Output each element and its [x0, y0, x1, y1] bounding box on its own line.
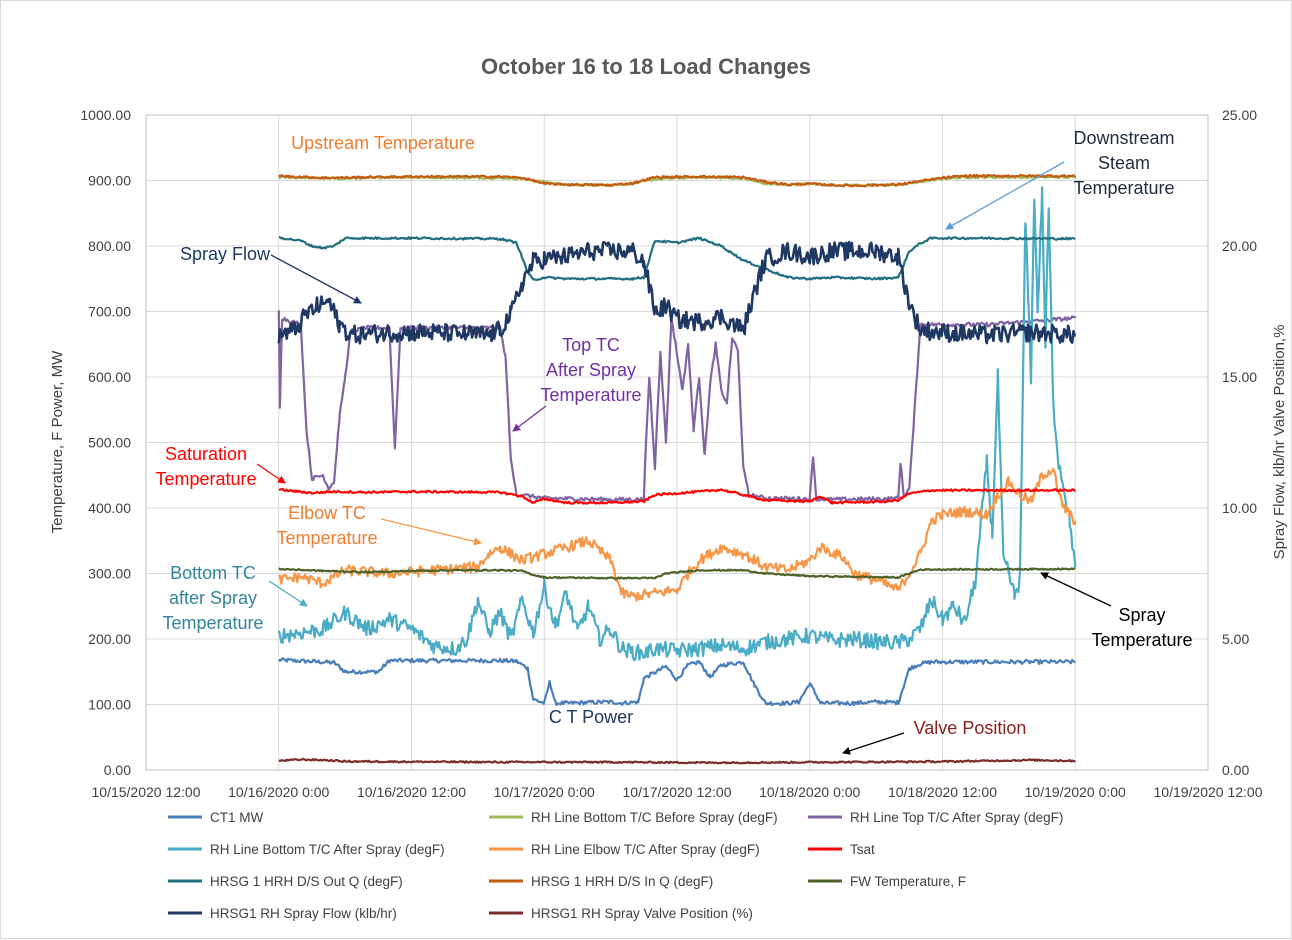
legend-entry: HRSG 1 HRH D/S In Q (degF) [489, 874, 713, 889]
x-tick-label: 10/15/2020 12:00 [92, 784, 201, 800]
legend-label: FW Temperature, F [850, 874, 966, 889]
y-tick-label: 800.00 [88, 238, 131, 254]
annotation-arrow [945, 161, 1065, 230]
annotation-arrow [268, 580, 308, 607]
annotation-label: Downstream Steam Temperature [1073, 128, 1174, 198]
y-tick-label: 0.00 [104, 762, 131, 778]
y-tick-label: 400.00 [88, 500, 131, 516]
annotation-arrow [380, 518, 482, 546]
x-tick-label: 10/19/2020 0:00 [1025, 784, 1126, 800]
x-tick-label: 10/16/2020 0:00 [228, 784, 329, 800]
legend-entry: FW Temperature, F [808, 874, 966, 889]
annotation-label: Top TC After Spray Temperature [540, 335, 641, 405]
y-tick-label: 900.00 [88, 173, 131, 189]
annotation-label: Bottom TC after Spray Temperature [162, 563, 263, 633]
series-line-7 [278, 236, 1076, 281]
x-tick-label: 10/18/2020 12:00 [888, 784, 997, 800]
legend-entry: CT1 MW [168, 810, 264, 825]
legend-entry: RH Line Bottom T/C Before Spray (degF) [489, 810, 778, 825]
series-line-6 [278, 488, 1076, 505]
legend-entry: RH Line Bottom T/C After Spray (degF) [168, 842, 445, 857]
annotation-arrow [512, 405, 547, 432]
annotation-arrow [1040, 572, 1112, 607]
series-line-5 [278, 467, 1077, 602]
annotation-arrow [842, 732, 905, 755]
x-tick-label: 10/17/2020 12:00 [623, 784, 732, 800]
series-line-9 [278, 567, 1076, 580]
chart-title: October 16 to 18 Load Changes [481, 54, 811, 79]
x-tick-label: 10/18/2020 0:00 [759, 784, 860, 800]
y-tick-label: 1000.00 [80, 107, 131, 123]
legend-label: HRSG 1 HRH D/S In Q (degF) [531, 874, 713, 889]
legend-label: CT1 MW [210, 810, 264, 825]
legend-entry: HRSG 1 HRH D/S Out Q (degF) [168, 874, 403, 889]
legend-entry: HRSG1 RH Spray Valve Position (%) [489, 906, 753, 921]
legend-entry: RH Line Top T/C After Spray (degF) [808, 810, 1063, 825]
y2-tick-label: 0.00 [1222, 762, 1249, 778]
series-line-8 [278, 173, 1077, 188]
legend-label: RH Line Bottom T/C After Spray (degF) [210, 842, 445, 857]
y-tick-label: 200.00 [88, 631, 131, 647]
annotation-label: Spray Flow [180, 244, 271, 264]
series-layer [277, 173, 1077, 765]
legend-label: RH Line Elbow T/C After Spray (degF) [531, 842, 760, 857]
legend-entry: HRSG1 RH Spray Flow (klb/hr) [168, 906, 397, 921]
series-line-4 [277, 186, 1077, 662]
legend-entry: RH Line Elbow T/C After Spray (degF) [489, 842, 760, 857]
legend-label: RH Line Bottom T/C Before Spray (degF) [531, 810, 778, 825]
series-line-1 [277, 657, 1076, 707]
series-line-10 [277, 240, 1077, 345]
annotation-label: Spray Temperature [1091, 605, 1192, 650]
y2-tick-label: 25.00 [1222, 107, 1257, 123]
legend: CT1 MW RH Line Bottom T/C Before Spray (d… [168, 810, 1063, 921]
annotation-arrow [270, 254, 362, 304]
y-tick-label: 300.00 [88, 566, 131, 582]
annotation-layer: Upstream Temperature Downstream Steam Tempe… [155, 128, 1193, 755]
y-axis-label: Temperature, F Power, MW [49, 350, 66, 533]
series-line-11 [278, 757, 1076, 765]
y2-tick-label: 10.00 [1222, 500, 1257, 516]
y-tick-label: 600.00 [88, 369, 131, 385]
legend-label: HRSG1 RH Spray Valve Position (%) [531, 906, 753, 921]
annotation-label: Saturation Temperature [155, 444, 256, 489]
legend-label: Tsat [850, 842, 875, 857]
y2-axis-label: Spray Flow, klb/hr Valve Position,% [1271, 325, 1288, 560]
legend-label: HRSG1 RH Spray Flow (klb/hr) [210, 906, 397, 921]
y2-tick-label: 5.00 [1222, 631, 1249, 647]
annotation-label: Valve Position [914, 718, 1027, 738]
axes: 0.00 100.00 200.00 300.00 400.00 500.00 600.00… [80, 107, 1262, 800]
legend-entry: Tsat [808, 842, 875, 857]
annotation-label: Upstream Temperature [291, 133, 475, 153]
legend-label: HRSG 1 HRH D/S Out Q (degF) [210, 874, 403, 889]
y-tick-label: 700.00 [88, 304, 131, 320]
y2-tick-label: 20.00 [1222, 238, 1257, 254]
y-tick-label: 100.00 [88, 697, 131, 713]
plot-area [145, 114, 1209, 771]
y2-tick-label: 15.00 [1222, 369, 1257, 385]
y-tick-label: 500.00 [88, 435, 131, 451]
annotation-label: C T Power [549, 707, 633, 727]
annotation-arrow [256, 463, 286, 484]
x-tick-label: 10/19/2020 12:00 [1154, 784, 1263, 800]
legend-label: RH Line Top T/C After Spray (degF) [850, 810, 1063, 825]
annotation-label: Elbow TC Temperature [276, 503, 377, 548]
x-tick-label: 10/17/2020 0:00 [494, 784, 595, 800]
x-tick-label: 10/16/2020 12:00 [357, 784, 466, 800]
